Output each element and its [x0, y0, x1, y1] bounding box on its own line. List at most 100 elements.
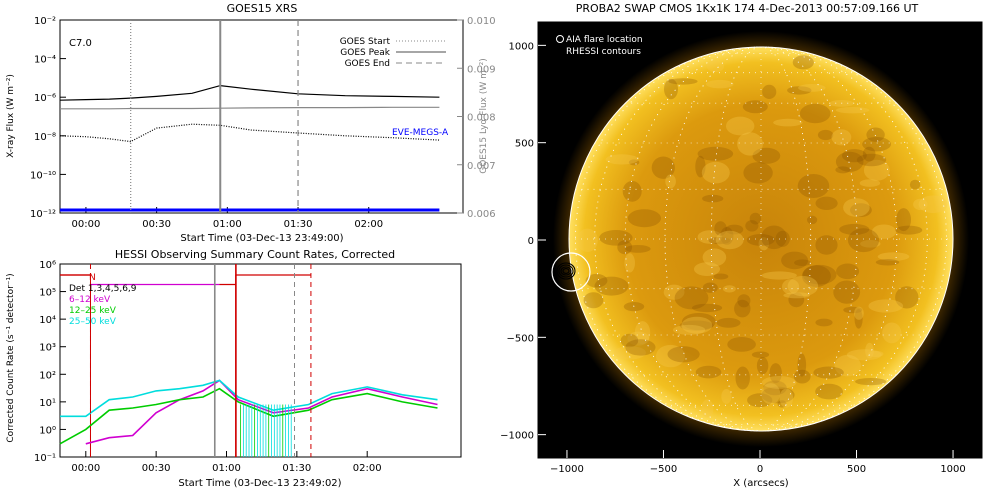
sun-dark-region [763, 380, 787, 396]
swap-xticks: −1000 −500 0 500 1000 [550, 450, 966, 475]
sun-dark-region [835, 166, 851, 174]
swap-grid-longitude [664, 46, 858, 432]
swap-xlabel: X (arcsecs) [733, 478, 789, 489]
goes-legend-peak: GOES Peak [340, 48, 390, 58]
sun-bright-region [701, 399, 714, 418]
swap-ytick-label: −1000 [500, 431, 534, 442]
swap-legend-aia: AIA flare location [566, 35, 643, 45]
sun-bright-region [918, 195, 948, 214]
sun-bright-region [846, 349, 882, 361]
sun-bright-region [627, 331, 650, 346]
goes-series-2 [60, 106, 440, 110]
goes-panel: GOES15 XRS C7.0 10⁻²10⁻⁴10⁻⁶10⁻⁸10⁻¹⁰10⁻… [6, 2, 496, 244]
rhessi-contour-4 [562, 268, 570, 274]
sun-bright-region [787, 275, 819, 297]
sun-dark-region [862, 137, 891, 152]
sun-dark-region [856, 153, 887, 167]
sun-bright-region [773, 118, 803, 127]
sun-dark-region [836, 263, 860, 280]
sun-bright-region [613, 346, 647, 360]
sun-bright-region [656, 344, 685, 368]
goes-legend-end: GOES End [345, 59, 390, 69]
swap-heliographic-grid [569, 46, 953, 432]
hessi-series-2 [60, 379, 438, 418]
goes-ytick-label: 10⁻² [34, 16, 56, 27]
sun-dark-region [620, 333, 639, 348]
sun-dark-region [745, 220, 759, 232]
sun-dark-region [714, 221, 727, 236]
sun-bright-region [835, 107, 870, 114]
sun-dark-region [781, 251, 809, 270]
sun-bright-region [831, 129, 852, 146]
goes-series-1 [59, 123, 440, 143]
sun-dark-region [625, 339, 656, 356]
sun-bright-region [663, 284, 685, 300]
sun-dark-region [833, 280, 861, 304]
goes-lines [59, 20, 440, 213]
sun-dark-region [756, 357, 769, 375]
hessi-night-label: N [89, 273, 96, 283]
sun-dark-region [815, 235, 838, 255]
swap-aia-flare-circle [551, 252, 591, 292]
sun-dark-region [775, 230, 790, 247]
sun-dark-region [761, 225, 787, 250]
goes-xtick-label: 02:00 [354, 219, 383, 230]
goes-xtick-label: 00:30 [142, 219, 171, 230]
sun-dark-region [713, 273, 729, 280]
goes-ytick-label: 10⁻⁸ [34, 132, 56, 143]
sun-bright-region [634, 321, 651, 345]
sun-bright-region [672, 324, 706, 335]
sun-bright-region [761, 271, 797, 280]
sun-dark-region [817, 129, 834, 141]
sun-dark-region [842, 149, 867, 163]
sun-dark-region [792, 55, 814, 70]
hessi-ytick-label: 10⁻¹ [34, 453, 56, 464]
hessi-series-0 [85, 379, 438, 445]
swap-title: PROBA2 SWAP CMOS 1Kx1K 174 4-Dec-2013 00… [576, 2, 919, 15]
goes-xtick-label: 01:00 [213, 219, 242, 230]
sun-bright-region [721, 389, 732, 404]
goes-class-label: C7.0 [69, 38, 92, 49]
sun-bright-region [624, 253, 635, 273]
swap-ytick-label: 500 [515, 139, 534, 150]
swap-sun-texture [577, 55, 948, 418]
sun-bright-region [697, 230, 723, 244]
sun-bright-region [761, 383, 781, 405]
sun-dark-region [599, 230, 633, 246]
sun-dark-region [866, 127, 885, 142]
swap-panel: PROBA2 SWAP CMOS 1Kx1K 174 4-Dec-2013 00… [500, 2, 983, 489]
sun-bright-region [577, 228, 598, 252]
sun-bright-region [913, 198, 928, 211]
sun-dark-region [727, 337, 756, 352]
sun-bright-region [863, 159, 890, 181]
swap-legend-rhessi: RHESSI contours [566, 47, 641, 57]
goes-legend: GOES Start GOES Peak GOES End [340, 37, 446, 69]
goes-y2tick-label: 0.007 [467, 161, 496, 172]
sun-dark-region [815, 318, 833, 327]
sun-bright-region [737, 132, 763, 156]
sun-bright-region [783, 292, 811, 299]
swap-xtick-label: −500 [650, 464, 677, 475]
hessi-legend-25-50: 25–50 keV [69, 317, 117, 327]
sun-dark-region [875, 259, 900, 266]
sun-dark-region [793, 369, 811, 384]
sun-dark-region [695, 155, 706, 178]
sun-dark-region [716, 317, 741, 328]
sun-dark-region [777, 400, 787, 408]
sun-dark-region [815, 383, 843, 400]
sun-bright-region [798, 84, 826, 92]
goes-eve-label: EVE-MEGS-A [392, 128, 449, 138]
sun-dark-region [625, 245, 651, 253]
sun-dark-region [807, 215, 818, 225]
sun-dark-region [734, 299, 751, 318]
sun-bright-region [843, 198, 870, 217]
sun-bright-region [761, 376, 797, 389]
hessi-legend-12-25: 12–25 keV [69, 306, 117, 316]
sun-bright-region [715, 230, 744, 250]
swap-legend-aia-icon [556, 35, 564, 43]
sun-bright-region [665, 174, 676, 189]
hessi-ytick-label: 10⁵ [39, 288, 56, 299]
sun-dark-region [895, 225, 923, 235]
sun-dark-region [855, 378, 887, 386]
